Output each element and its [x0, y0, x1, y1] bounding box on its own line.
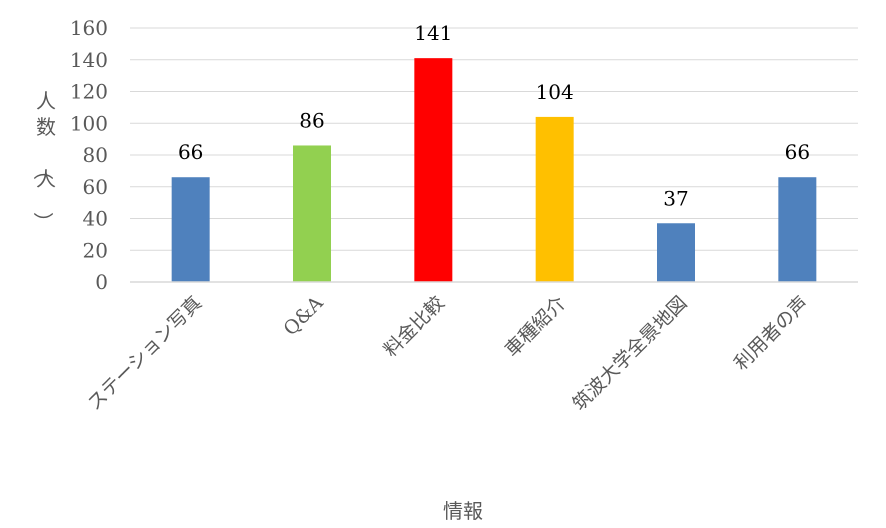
bar: [293, 145, 331, 282]
y-tick-label: 0: [95, 270, 108, 294]
data-label: 141: [414, 21, 452, 45]
x-axis-title: 情報: [443, 499, 483, 523]
x-category-label: ステーション写真: [83, 292, 206, 415]
y-axis-title: 人数（人）: [31, 89, 56, 232]
bar: [778, 177, 817, 282]
x-category-label: 筑波大学全景地図: [568, 292, 691, 415]
data-label: 66: [785, 140, 810, 164]
x-category-label: Q&A: [279, 292, 327, 340]
y-tick-label: 80: [83, 143, 108, 167]
y-tick-label: 20: [83, 238, 108, 262]
y-axis-ticks: 0 20 40 60 80 100 120 140 160: [70, 16, 108, 294]
y-tick-label: 120: [70, 80, 108, 104]
data-label: 66: [178, 140, 203, 164]
bar: [414, 58, 453, 282]
data-label: 104: [536, 80, 574, 104]
bar: [171, 177, 210, 282]
gridlines: [130, 27, 858, 251]
y-tick-label: 60: [83, 175, 108, 199]
data-label: 37: [663, 186, 688, 210]
bars: [171, 58, 817, 283]
data-labels: 66 86 141 104 37 66: [178, 21, 810, 210]
bar: [535, 116, 574, 283]
y-tick-label: 140: [70, 48, 108, 72]
x-category-label: 車種紹介: [501, 292, 570, 361]
x-category-label: 料金比較: [380, 292, 449, 361]
bar: [657, 223, 695, 282]
x-category-label: 利用者の声: [730, 292, 813, 375]
data-label: 86: [299, 108, 324, 132]
y-tick-label: 40: [83, 207, 108, 231]
y-tick-label: 160: [70, 16, 108, 40]
y-tick-label: 100: [70, 111, 108, 135]
